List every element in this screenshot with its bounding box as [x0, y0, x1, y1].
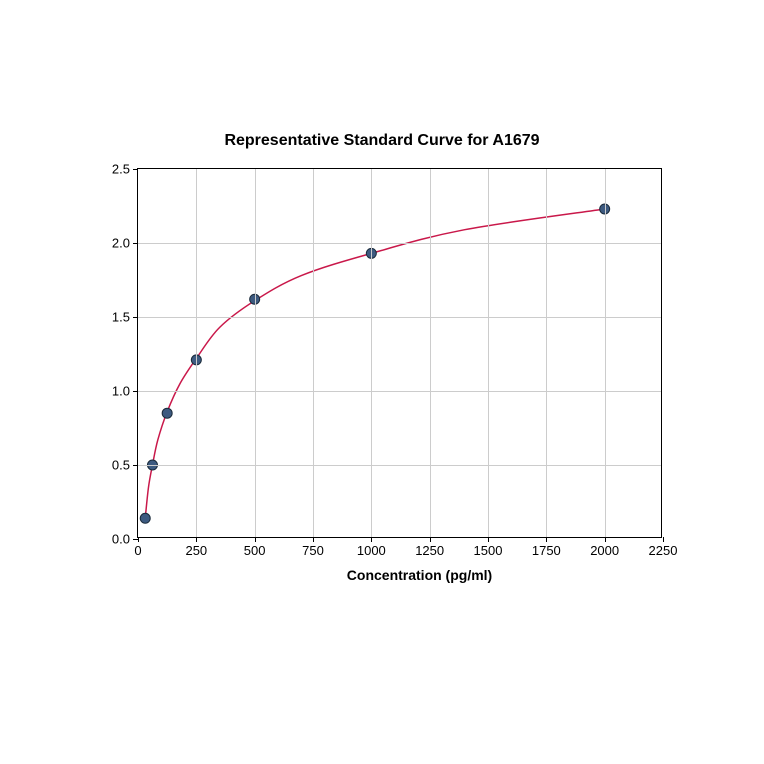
grid-line-vertical — [430, 169, 431, 537]
x-tick-label: 500 — [244, 537, 266, 558]
x-tick-label: 1500 — [474, 537, 503, 558]
grid-line-vertical — [488, 169, 489, 537]
grid-line-horizontal — [138, 243, 661, 244]
grid-line-vertical — [605, 169, 606, 537]
grid-line-horizontal — [138, 317, 661, 318]
grid-line-vertical — [371, 169, 372, 537]
grid-line-horizontal — [138, 465, 661, 466]
grid-line-vertical — [546, 169, 547, 537]
y-tick-label: 0.5 — [112, 458, 138, 473]
y-tick-label: 1.5 — [112, 310, 138, 325]
fitted-curve — [145, 209, 604, 518]
chart-title: Representative Standard Curve for A1679 — [62, 132, 702, 150]
y-tick-label: 1.0 — [112, 384, 138, 399]
plot-wrapper: Absorbance (450nm) 0.00.51.01.52.02.5025… — [137, 168, 702, 538]
data-marker — [162, 408, 172, 418]
x-tick-label: 1750 — [532, 537, 561, 558]
x-tick-label: 0 — [134, 537, 141, 558]
data-marker — [140, 513, 150, 523]
x-axis-label: Concentration (pg/ml) — [347, 567, 492, 583]
x-tick-label: 250 — [185, 537, 207, 558]
grid-line-horizontal — [138, 391, 661, 392]
x-tick-label: 1250 — [415, 537, 444, 558]
x-tick-label: 2250 — [649, 537, 678, 558]
y-tick-label: 2.5 — [112, 162, 138, 177]
plot-area: 0.00.51.01.52.02.50250500750100012501500… — [137, 168, 662, 538]
chart-svg — [138, 169, 663, 539]
grid-line-vertical — [255, 169, 256, 537]
grid-line-vertical — [196, 169, 197, 537]
y-tick-label: 2.0 — [112, 236, 138, 251]
grid-line-vertical — [313, 169, 314, 537]
x-tick-label: 1000 — [357, 537, 386, 558]
x-tick-label: 750 — [302, 537, 324, 558]
x-tick-label: 2000 — [590, 537, 619, 558]
standard-curve-chart: Representative Standard Curve for A1679 … — [62, 132, 702, 632]
